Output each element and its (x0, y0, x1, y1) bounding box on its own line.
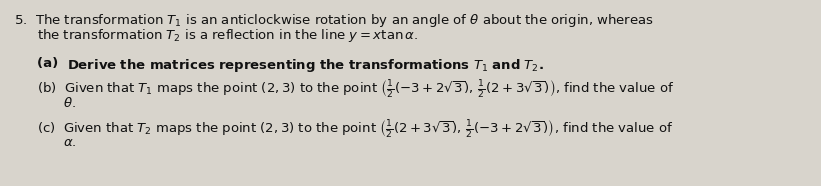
Text: the transformation $T_2$ is a reflection in the line $y = x\tan\alpha$.: the transformation $T_2$ is a reflection… (37, 27, 418, 44)
Text: $\theta$.: $\theta$. (63, 96, 76, 110)
Text: $\mathbf{Derive\ the\ matrices\ representing\ the\ transformations}\ T_1\ \mathb: $\mathbf{Derive\ the\ matrices\ represen… (67, 57, 544, 74)
Text: (a): (a) (37, 57, 67, 70)
Text: $\alpha$.: $\alpha$. (63, 136, 76, 149)
Text: 5.  The transformation $T_1$ is an anticlockwise rotation by an angle of $\theta: 5. The transformation $T_1$ is an anticl… (14, 12, 654, 29)
Text: (c)  Given that $T_2$ maps the point $(2, 3)$ to the point $\left(\frac{1}{2}(2+: (c) Given that $T_2$ maps the point $(2,… (37, 118, 673, 140)
Text: (b)  Given that $T_1$ maps the point $(2, 3)$ to the point $\left(\frac{1}{2}(-3: (b) Given that $T_1$ maps the point $(2,… (37, 78, 675, 100)
